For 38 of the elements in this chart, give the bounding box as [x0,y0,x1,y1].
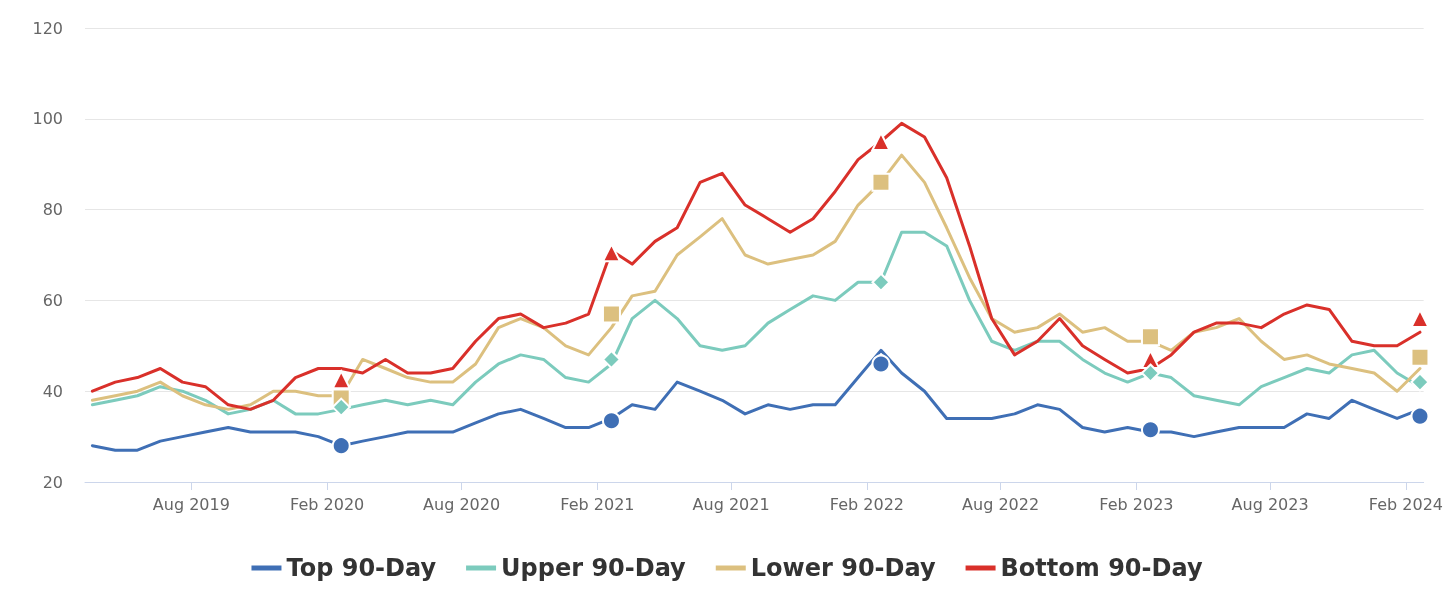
point [871,172,891,192]
legend-label: Bottom 90-Day [1000,554,1203,582]
y-tick-label: 80 [42,200,63,220]
x-tick-label: Feb 2024 [1368,494,1443,514]
point [1140,420,1160,440]
point [331,370,351,390]
point [601,411,621,431]
y-tick-label: 60 [42,290,63,310]
x-tick-label: Feb 2023 [1099,494,1174,514]
point [871,354,891,374]
y-tick-label: 20 [42,472,63,492]
point [871,272,891,292]
point [1140,327,1160,347]
x-tick-label: Feb 2020 [290,494,365,514]
point [331,436,351,456]
x-tick-label: Feb 2021 [560,494,635,514]
point [601,304,621,324]
point [1410,406,1430,426]
point [1410,309,1430,329]
x-tick-label: Aug 2023 [1231,494,1309,514]
legend-label: Upper 90-Day [501,554,687,582]
legend-label: Top 90-Day [286,554,437,582]
legend-label: Lower 90-Day [750,554,936,582]
point [1410,347,1430,367]
x-tick-label: Aug 2019 [152,494,230,514]
x-tick-label: Aug 2021 [692,494,770,514]
y-tick-label: 100 [32,109,63,129]
point [601,349,621,369]
point [1410,372,1430,392]
point [1140,363,1160,383]
point [871,132,891,151]
x-tick-label: Aug 2022 [962,494,1040,514]
y-tick-label: 40 [42,381,63,401]
point [331,397,351,417]
y-tick-label: 120 [32,18,63,38]
point [601,243,621,263]
x-tick-label: Aug 2020 [423,494,501,514]
x-tick-label: Feb 2022 [829,494,904,514]
